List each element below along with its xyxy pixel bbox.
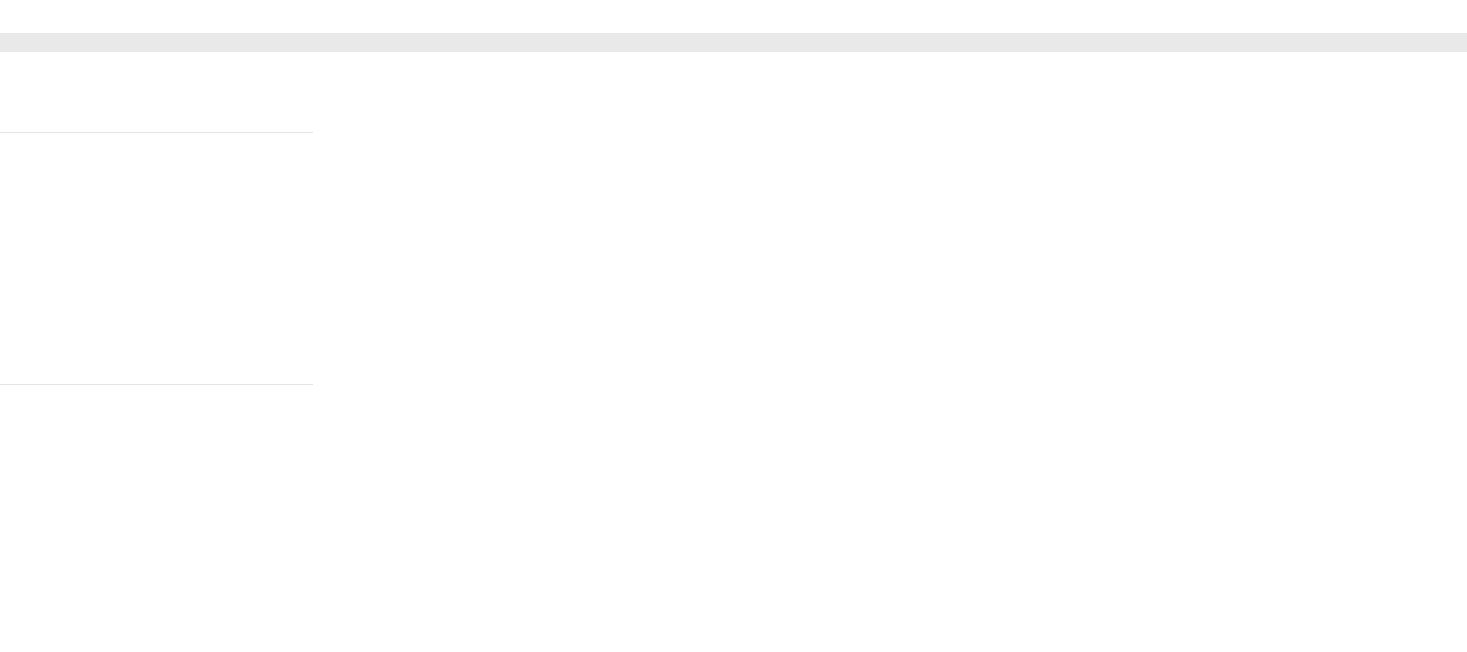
header-divider-band xyxy=(0,33,1467,52)
panel-divider xyxy=(0,132,313,133)
panel-divider xyxy=(0,384,313,385)
